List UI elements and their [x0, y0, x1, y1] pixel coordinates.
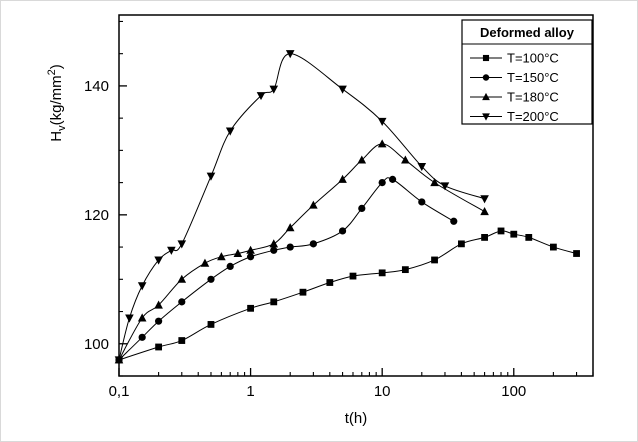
- y-axis-title: Hv(kg/mm2): [46, 64, 68, 141]
- legend-entry: T=150°C: [470, 70, 559, 85]
- series-circle: [115, 175, 458, 364]
- legend-entry: T=200°C: [470, 109, 559, 124]
- legend-entry: T=100°C: [470, 51, 559, 66]
- x-tick-label: 0,1: [109, 383, 130, 400]
- x-axis: 0,1 1 10 100 t(h): [109, 368, 594, 427]
- y-tick-label: 120: [84, 207, 109, 224]
- y-tick-label: 100: [84, 336, 109, 353]
- legend-label: T=150°C: [507, 70, 559, 85]
- y-tick-label: 140: [84, 78, 109, 95]
- x-tick-label: 100: [501, 383, 526, 400]
- legend-box: [461, 19, 593, 125]
- legend-label: T=180°C: [507, 90, 559, 105]
- x-tick-label: 1: [246, 383, 254, 400]
- legend-entry: T=180°C: [470, 90, 559, 105]
- series-square: [115, 227, 580, 364]
- series-triangle-down: [114, 50, 489, 365]
- y-axis: 100 120 140 Hv(kg/mm2): [46, 20, 127, 377]
- legend-label: T=100°C: [507, 51, 559, 66]
- legend-label: T=200°C: [507, 109, 559, 124]
- legend: Deformed alloy T=100°C T=150°C T=180°C T=200…: [461, 19, 593, 125]
- series-triangle-up: [114, 139, 489, 364]
- plot-frame: [118, 14, 594, 377]
- x-axis-title: t(h): [345, 410, 368, 427]
- x-tick-label: 10: [374, 383, 391, 400]
- legend-title: Deformed alloy: [480, 25, 575, 40]
